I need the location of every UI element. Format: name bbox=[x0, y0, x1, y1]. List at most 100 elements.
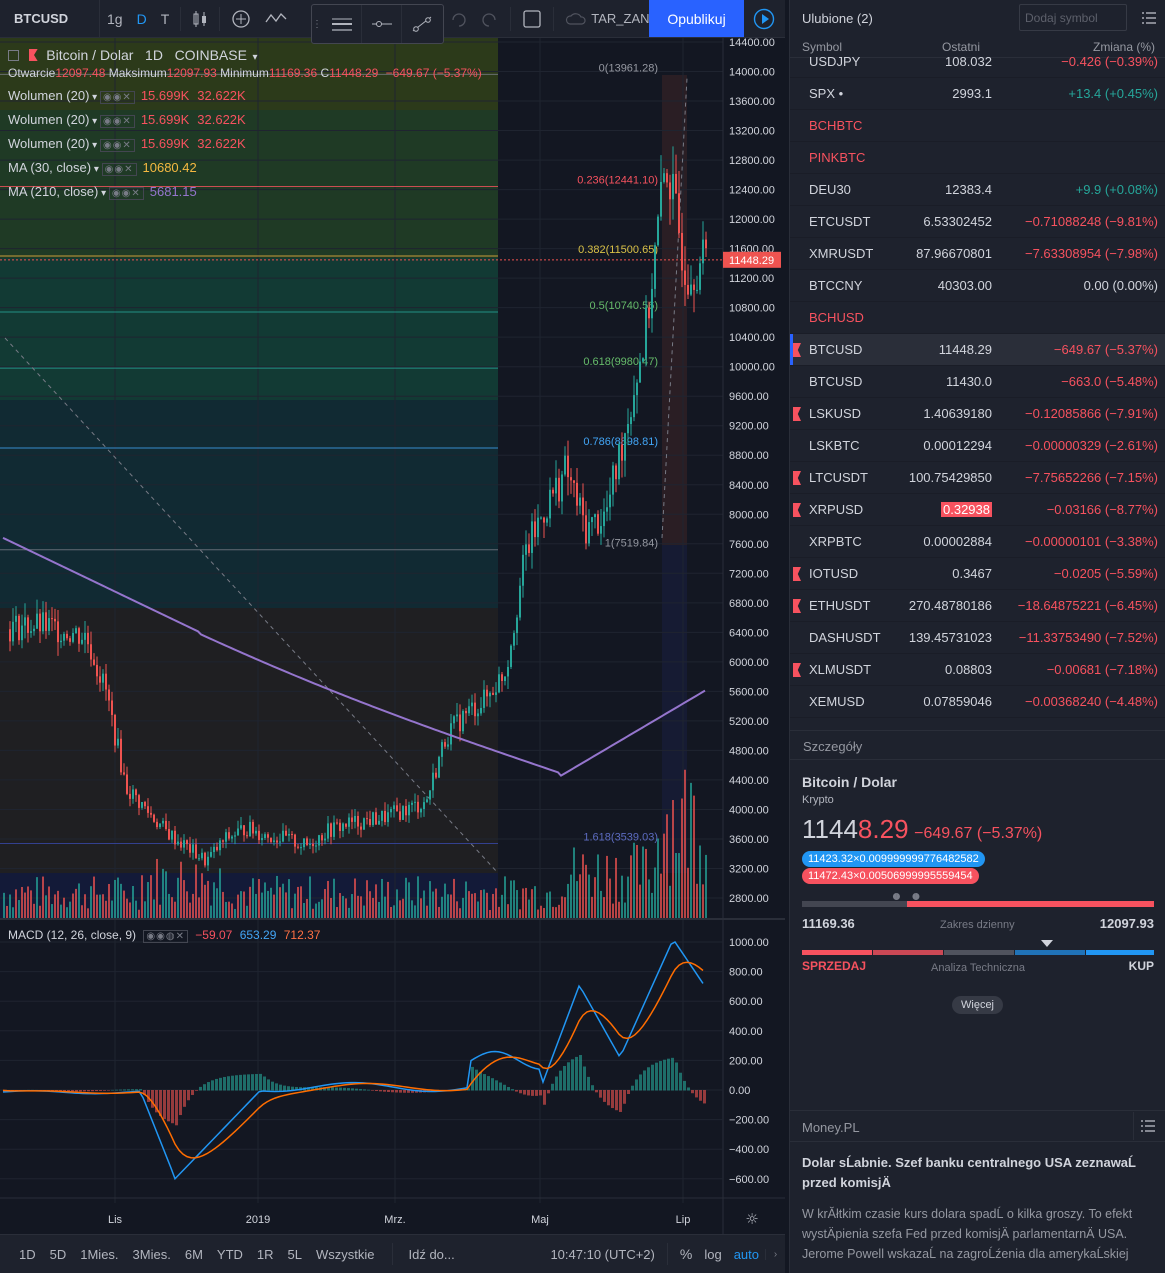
clock-timezone[interactable]: 10:47:10 (UTC+2) bbox=[550, 1246, 655, 1262]
chevron-down-icon[interactable]: ▾ bbox=[89, 116, 100, 127]
news-menu-icon[interactable] bbox=[1133, 1112, 1161, 1140]
flag-icon[interactable] bbox=[793, 471, 801, 485]
watchlist-title[interactable]: Ulubione (2) bbox=[802, 10, 873, 26]
watchlist-row[interactable]: XRPBTC 0.00002884 −0.00000101 (−3.38%) bbox=[790, 526, 1165, 558]
add-indicator-icon[interactable] bbox=[224, 0, 258, 37]
watchlist-row[interactable]: IOTUSD 0.3467 −0.0205 (−5.59%) bbox=[790, 558, 1165, 590]
indicator-controls-icon[interactable]: ◉◉✕ bbox=[99, 91, 135, 104]
range-1r[interactable]: 1R bbox=[256, 1246, 274, 1262]
flag-icon[interactable] bbox=[793, 599, 801, 613]
watchlist-row[interactable]: XEMUSD 0.07859046 −0.00368240 (−4.48%) bbox=[790, 686, 1165, 718]
interval-1g[interactable]: 1g bbox=[107, 10, 123, 27]
volume-bar bbox=[420, 898, 422, 918]
volume-bar bbox=[156, 858, 158, 918]
collapse-legend-icon[interactable] bbox=[8, 50, 19, 61]
watchlist-row[interactable]: XLMUSDT 0.08803 −0.00681 (−7.18%) bbox=[790, 654, 1165, 686]
watchlist-section[interactable]: BCHBTC bbox=[790, 110, 1165, 142]
watchlist-row[interactable]: XMRUSDT 87.96670801 −7.63308954 (−7.98%) bbox=[790, 238, 1165, 270]
settings-gear-icon[interactable]: ☼ bbox=[745, 1210, 758, 1228]
watchlist-section[interactable]: PINKBTC bbox=[790, 142, 1165, 174]
candle bbox=[657, 214, 659, 247]
watchlist-row[interactable]: LSKBTC 0.00012294 −0.00000329 (−2.61%) bbox=[790, 430, 1165, 462]
log-scale-toggle[interactable]: log bbox=[704, 1246, 722, 1262]
watchlist-row[interactable]: SPX • 2993.1 +13.4 (+0.45%) bbox=[790, 78, 1165, 110]
chevron-down-icon[interactable]: ▾ bbox=[252, 52, 258, 63]
candles-icon[interactable] bbox=[185, 0, 215, 37]
goto-date-button[interactable]: Idź do... bbox=[408, 1246, 455, 1262]
range-6m[interactable]: 6M bbox=[184, 1246, 203, 1262]
macd-histogram-bar bbox=[647, 1067, 650, 1091]
indicator-controls-icon[interactable]: ◉◉✕ bbox=[101, 163, 137, 176]
range-wszystkie[interactable]: Wszystkie bbox=[316, 1246, 375, 1262]
trend-line-icon[interactable] bbox=[402, 5, 442, 43]
candle bbox=[114, 713, 116, 753]
flag-icon[interactable] bbox=[793, 503, 801, 517]
col-last[interactable]: Ostatni bbox=[942, 39, 981, 54]
range-5d[interactable]: 5D bbox=[49, 1246, 67, 1262]
news-headline[interactable]: Dolar sĹabnie. Szef banku centralnego US… bbox=[802, 1155, 1136, 1190]
flag-icon[interactable] bbox=[793, 567, 801, 581]
interval-t[interactable]: T bbox=[160, 10, 170, 27]
candle-body bbox=[369, 819, 371, 826]
price-tick: 5200.00 bbox=[729, 716, 769, 728]
watchlist-row[interactable]: BTCUSD 11448.29 −649.67 (−5.37%) bbox=[790, 334, 1165, 366]
play-icon[interactable] bbox=[744, 0, 784, 37]
candle-body bbox=[669, 182, 671, 200]
candle-body bbox=[90, 644, 92, 660]
chart-area[interactable]: 0(13961.28) 0.236(12441.10) 0.382(11500.65… bbox=[0, 38, 785, 1234]
percent-scale-toggle[interactable]: % bbox=[679, 1246, 693, 1262]
range-5l[interactable]: 5L bbox=[287, 1246, 302, 1262]
more-button[interactable]: Więcej bbox=[952, 996, 1004, 1014]
publish-button[interactable]: Opublikuj bbox=[649, 0, 744, 37]
add-symbol-input[interactable]: Dodaj symbol bbox=[1019, 4, 1127, 31]
collapse-panel-icon[interactable]: › bbox=[765, 1248, 785, 1260]
flag-icon[interactable] bbox=[793, 407, 801, 421]
candle bbox=[618, 442, 620, 485]
col-symbol[interactable]: Symbol bbox=[802, 39, 843, 54]
candle bbox=[606, 490, 608, 522]
watchlist-row[interactable]: XRPUSD 0.32938 −0.03166 (−8.77%) bbox=[790, 494, 1165, 526]
candle bbox=[270, 837, 272, 844]
range-1d[interactable]: 1D bbox=[19, 1246, 36, 1262]
undo-icon[interactable] bbox=[442, 0, 474, 37]
chevron-down-icon[interactable]: ▾ bbox=[98, 188, 109, 199]
range-3mies[interactable]: 3Mies. bbox=[132, 1246, 171, 1262]
watchlist-row[interactable]: ETCUSDT 6.53302452 −0.71088248 (−9.81%) bbox=[790, 206, 1165, 238]
watchlist-row[interactable]: ETHUSDT 270.48780186 −18.64875221 (−6.45%) bbox=[790, 590, 1165, 622]
watchlist-row[interactable]: USDJPY 108.032 −0.426 (−0.39%) bbox=[790, 46, 1165, 78]
horizontal-line-icon[interactable] bbox=[362, 5, 402, 43]
indicator-controls-icon[interactable]: ◉◉✕ bbox=[99, 139, 135, 152]
volume-bar bbox=[495, 888, 497, 918]
chevron-down-icon[interactable]: ▾ bbox=[91, 164, 102, 175]
news-body[interactable]: W krĂłtkim czasie kurs dolara spadĹ o ki… bbox=[802, 1207, 1133, 1261]
line-style-icon[interactable] bbox=[322, 5, 362, 43]
flag-icon[interactable] bbox=[793, 663, 801, 677]
range-ytd[interactable]: YTD bbox=[216, 1246, 243, 1262]
indicator-controls-icon[interactable]: ◉◉◍✕ bbox=[143, 930, 188, 943]
watchlist-menu-icon[interactable] bbox=[1135, 4, 1163, 31]
auto-scale-toggle[interactable]: auto bbox=[733, 1246, 759, 1262]
watchlist-row[interactable]: BTCUSD 11430.0 −663.0 (−5.48%) bbox=[790, 366, 1165, 398]
range-1mies[interactable]: 1Mies. bbox=[80, 1246, 119, 1262]
watchlist-row[interactable]: BTCCNY 40303.00 0.00 (0.00%) bbox=[790, 270, 1165, 302]
indicator-controls-icon[interactable]: ◉◉✕ bbox=[99, 115, 135, 128]
candle bbox=[366, 811, 368, 825]
chevron-down-icon[interactable]: ▾ bbox=[89, 92, 100, 103]
interval-d[interactable]: D bbox=[136, 10, 147, 27]
watchlist-row[interactable]: LSKUSD 1.40639180 −0.12085866 (−7.91%) bbox=[790, 398, 1165, 430]
fullscreen-icon[interactable] bbox=[515, 0, 549, 37]
col-change[interactable]: Zmiana (%) bbox=[1092, 39, 1155, 54]
watchlist-row[interactable]: DASHUSDT 139.45731023 −11.33753490 (−7.52%… bbox=[790, 622, 1165, 654]
redo-icon[interactable] bbox=[474, 0, 506, 37]
watchlist-row[interactable]: LTCUSDT 100.75429850 −7.75652266 (−7.15%) bbox=[790, 462, 1165, 494]
candle-body bbox=[534, 521, 536, 538]
drag-handle-icon[interactable]: ⋮ bbox=[312, 18, 322, 30]
chevron-down-icon[interactable]: ▾ bbox=[89, 140, 100, 151]
watchlist-row[interactable]: DEU30 12383.4 +9.9 (+0.08%) bbox=[790, 174, 1165, 206]
price-chart[interactable]: 0(13961.28) 0.236(12441.10) 0.382(11500.65… bbox=[0, 38, 785, 1234]
watchlist-section[interactable]: BCHUSD bbox=[790, 302, 1165, 334]
indicators-icon[interactable] bbox=[258, 0, 294, 37]
indicator-controls-icon[interactable]: ◉◉✕ bbox=[108, 187, 144, 200]
symbol-search[interactable]: BTCUSD bbox=[0, 0, 100, 37]
flag-icon[interactable] bbox=[793, 343, 801, 357]
